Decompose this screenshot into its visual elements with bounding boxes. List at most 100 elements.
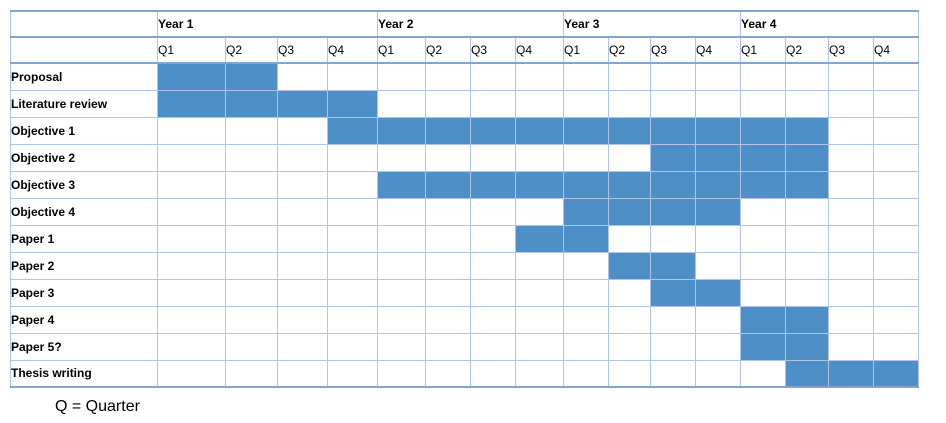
gantt-bar-cell	[563, 170, 609, 199]
gantt-empty-cell	[873, 116, 919, 145]
gantt-bar-cell	[650, 278, 696, 307]
quarter-header-cell: Q3	[828, 36, 874, 64]
gantt-empty-cell	[785, 278, 829, 307]
gantt-bar-cell	[695, 143, 741, 172]
quarter-header-cell: Q4	[695, 36, 741, 64]
gantt-empty-cell	[470, 89, 516, 118]
gantt-empty-cell	[327, 62, 378, 91]
gantt-bar-cell	[785, 143, 829, 172]
gantt-bar-cell	[785, 170, 829, 199]
gantt-empty-cell	[695, 224, 741, 253]
gantt-empty-cell	[873, 251, 919, 280]
gantt-empty-cell	[740, 359, 786, 388]
gantt-empty-cell	[828, 62, 874, 91]
quarter-header-cell: Q4	[873, 36, 919, 64]
gantt-bar-cell	[695, 170, 741, 199]
gantt-empty-cell	[740, 62, 786, 91]
gantt-empty-cell	[425, 332, 471, 361]
gantt-empty-cell	[225, 143, 278, 172]
task-row: Paper 5?	[10, 332, 919, 361]
gantt-bar-cell	[740, 143, 786, 172]
gantt-bar-cell	[515, 170, 564, 199]
task-row: Objective 1	[10, 116, 919, 145]
quarter-header-cell: Q3	[277, 36, 328, 64]
quarter-header-cell: Q2	[785, 36, 829, 64]
gantt-bar-cell	[608, 197, 651, 226]
gantt-empty-cell	[873, 224, 919, 253]
gantt-empty-cell	[785, 62, 829, 91]
task-label: Objective 2	[10, 143, 158, 172]
gantt-empty-cell	[563, 305, 609, 334]
gantt-bar-cell	[157, 89, 226, 118]
gantt-empty-cell	[157, 197, 226, 226]
gantt-empty-cell	[377, 305, 426, 334]
task-label: Paper 5?	[10, 332, 158, 361]
gantt-empty-cell	[873, 170, 919, 199]
gantt-empty-cell	[785, 224, 829, 253]
gantt-header: Year 1 Year 2 Year 3 Year 4 Q1 Q2 Q3 Q4 Q1 Q2 Q3 Q4…	[10, 10, 919, 64]
gantt-empty-cell	[695, 332, 741, 361]
gantt-empty-cell	[157, 170, 226, 199]
gantt-empty-cell	[608, 278, 651, 307]
gantt-empty-cell	[277, 278, 328, 307]
gantt-empty-cell	[377, 359, 426, 388]
gantt-empty-cell	[695, 251, 741, 280]
task-row: Paper 3	[10, 278, 919, 307]
gantt-empty-cell	[425, 89, 471, 118]
gantt-empty-cell	[608, 332, 651, 361]
gantt-bar-cell	[515, 116, 564, 145]
gantt-empty-cell	[608, 224, 651, 253]
gantt-bar-cell	[563, 116, 609, 145]
gantt-empty-cell	[277, 62, 328, 91]
gantt-bar-cell	[608, 116, 651, 145]
gantt-empty-cell	[470, 251, 516, 280]
gantt-bar-cell	[327, 116, 378, 145]
gantt-empty-cell	[608, 143, 651, 172]
task-label: Objective 4	[10, 197, 158, 226]
year-header-cell: Year 1	[157, 10, 378, 38]
gantt-empty-cell	[425, 197, 471, 226]
corner-cell	[10, 36, 158, 64]
gantt-empty-cell	[785, 89, 829, 118]
gantt-empty-cell	[470, 197, 516, 226]
gantt-empty-cell	[873, 305, 919, 334]
gantt-bar-cell	[377, 116, 426, 145]
gantt-bar-cell	[695, 278, 741, 307]
quarter-header-cell: Q2	[608, 36, 651, 64]
gantt-empty-cell	[377, 278, 426, 307]
quarter-header-cell: Q2	[225, 36, 278, 64]
task-row: Objective 3	[10, 170, 919, 199]
gantt-bar-cell	[377, 170, 426, 199]
task-label: Paper 1	[10, 224, 158, 253]
gantt-empty-cell	[740, 89, 786, 118]
gantt-bar-cell	[650, 251, 696, 280]
gantt-bar-cell	[225, 89, 278, 118]
task-label: Literature review	[10, 89, 158, 118]
gantt-empty-cell	[608, 62, 651, 91]
gantt-empty-cell	[157, 224, 226, 253]
gantt-empty-cell	[695, 359, 741, 388]
gantt-empty-cell	[470, 305, 516, 334]
gantt-empty-cell	[828, 332, 874, 361]
gantt-empty-cell	[377, 89, 426, 118]
task-row: Paper 1	[10, 224, 919, 253]
gantt-empty-cell	[828, 224, 874, 253]
task-row: Literature review	[10, 89, 919, 118]
gantt-empty-cell	[873, 62, 919, 91]
gantt-empty-cell	[277, 251, 328, 280]
gantt-empty-cell	[470, 278, 516, 307]
gantt-empty-cell	[608, 359, 651, 388]
gantt-bar-cell	[327, 89, 378, 118]
task-row: Paper 4	[10, 305, 919, 334]
gantt-empty-cell	[225, 332, 278, 361]
year-header-cell: Year 4	[740, 10, 919, 38]
year-header-cell: Year 3	[563, 10, 741, 38]
task-row: Objective 4	[10, 197, 919, 226]
task-label: Paper 4	[10, 305, 158, 334]
gantt-empty-cell	[157, 305, 226, 334]
gantt-empty-cell	[277, 170, 328, 199]
gantt-bar-cell	[785, 116, 829, 145]
quarter-header-cell: Q1	[740, 36, 786, 64]
gantt-bar-cell	[470, 116, 516, 145]
